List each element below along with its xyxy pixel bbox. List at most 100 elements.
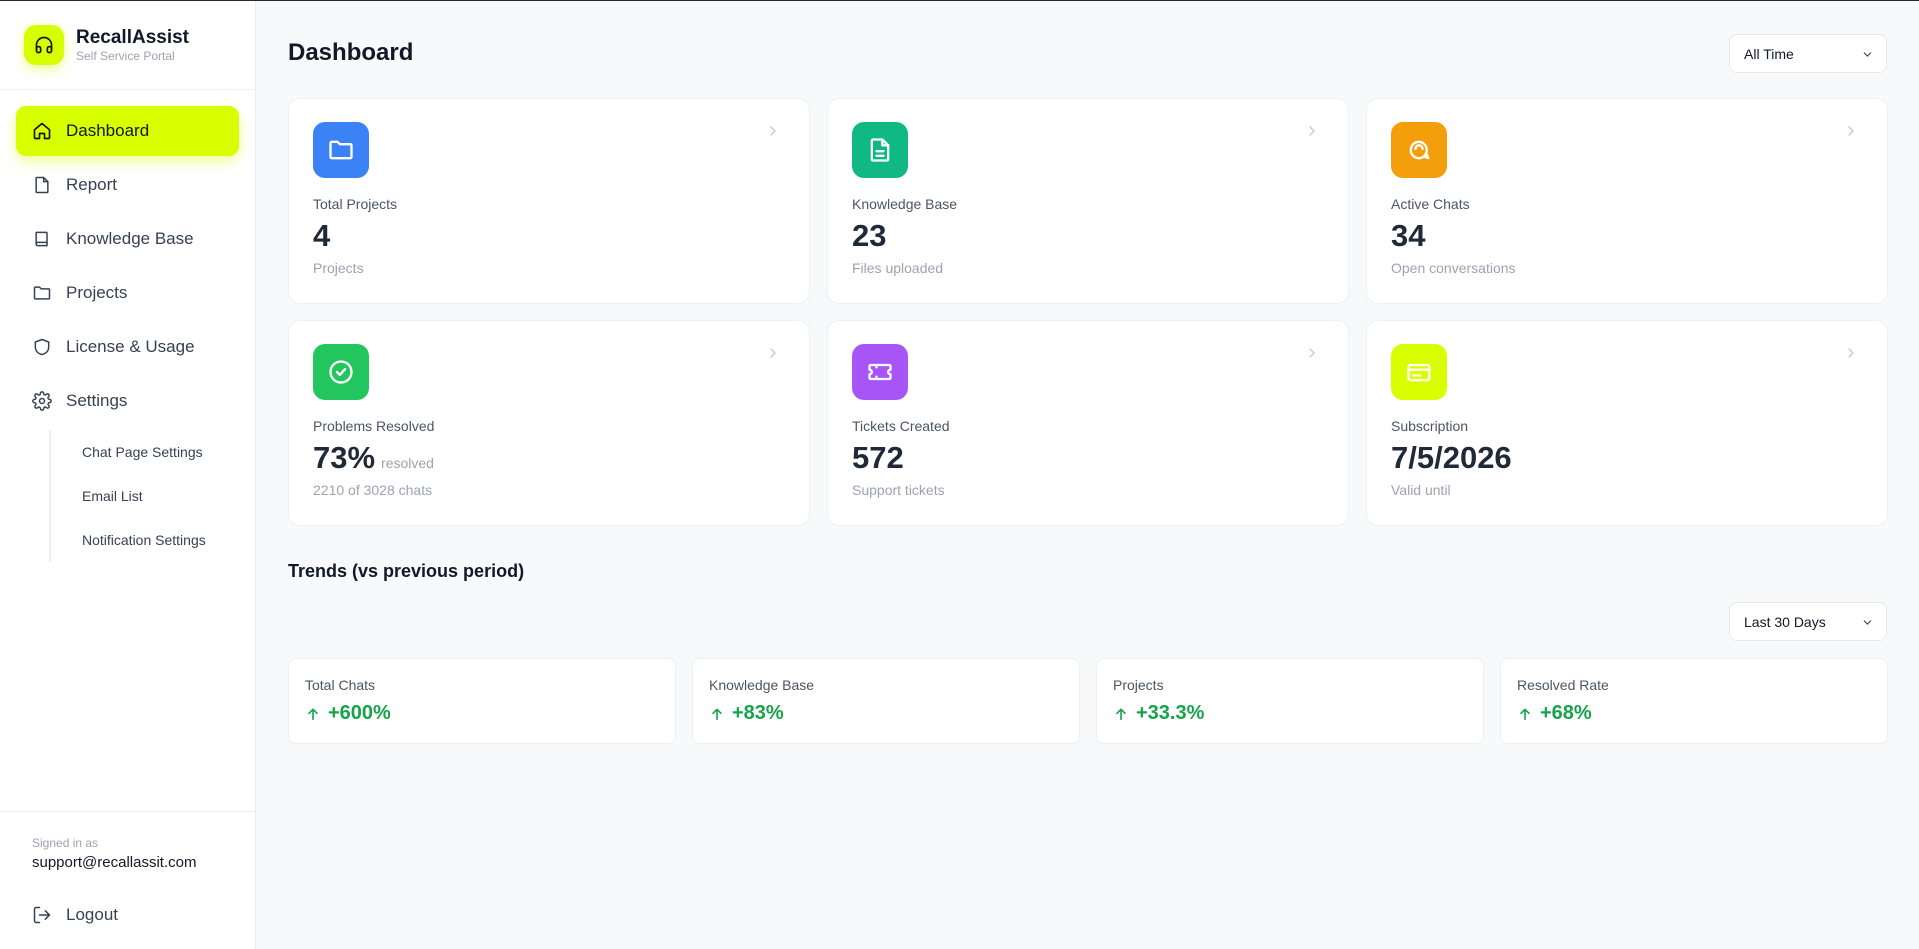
logout-icon [33, 906, 51, 924]
credit-card-icon [1391, 344, 1447, 400]
stat-subtext: Support tickets [852, 482, 945, 498]
sidebar: RecallAssist Self Service Portal Dashboa… [0, 1, 256, 949]
brand[interactable]: RecallAssist Self Service Portal [0, 1, 255, 90]
chat-bubble-icon [1391, 122, 1447, 178]
brand-name: RecallAssist [76, 27, 190, 48]
sidebar-item-license-usage[interactable]: License & Usage [16, 322, 239, 372]
ticket-icon [852, 344, 908, 400]
sidebar-item-knowledge-base[interactable]: Knowledge Base [16, 214, 239, 264]
folder-icon [313, 122, 369, 178]
stat-label: Total Projects [313, 196, 398, 212]
headset-icon [24, 25, 64, 65]
stat-label: Active Chats [1391, 196, 1470, 212]
folder-icon [33, 286, 51, 300]
time-filter-select[interactable]: All Time [1729, 34, 1887, 73]
stat-value-number: 7/5/2026 [1391, 440, 1512, 475]
trend-value-text: +83% [732, 702, 784, 724]
book-icon [35, 231, 48, 247]
logout-button[interactable]: Logout [32, 905, 255, 925]
chevron-right-icon [1848, 126, 1854, 136]
sidebar-item-label: Knowledge Base [66, 229, 194, 248]
stat-card-total-projects[interactable]: Total Projects 4 Projects [288, 98, 810, 304]
stat-value: 73% resolved [313, 440, 434, 476]
sidebar-footer: Signed in as support@recallassit.com Log… [0, 811, 255, 949]
subnav-item-notification-settings[interactable]: Notification Settings [82, 532, 206, 548]
stat-value-number: 572 [852, 440, 904, 475]
sidebar-item-projects[interactable]: Projects [16, 268, 239, 318]
document-icon [852, 122, 908, 178]
stat-subtext: Valid until [1391, 482, 1451, 498]
stat-value-number: 34 [1391, 218, 1426, 253]
sidebar-item-dashboard[interactable]: Dashboard [16, 106, 239, 156]
stat-card-problems-resolved[interactable]: Problems Resolved 73% resolved 2210 of 3… [288, 320, 810, 526]
chevron-right-icon [1848, 348, 1854, 358]
sidebar-item-label: Settings [66, 391, 128, 410]
trends-title: Trends (vs previous period) [288, 561, 525, 581]
arrow-up-icon [1520, 708, 1530, 720]
trend-label: Total Chats [305, 677, 376, 693]
trend-value: +68% [1517, 702, 1592, 725]
signed-in-email: support@recallassit.com [32, 854, 197, 871]
stat-value: 572 [852, 440, 904, 476]
gear-icon [32, 391, 52, 411]
stat-value-number: 4 [313, 218, 331, 253]
stat-subtext: Files uploaded [852, 260, 944, 276]
trend-value: +600% [305, 702, 391, 725]
stat-subtext: 2210 of 3028 chats [313, 482, 433, 498]
trend-label: Knowledge Base [709, 677, 815, 693]
trend-value: +83% [709, 702, 784, 725]
arrow-up-icon [308, 708, 318, 720]
chevron-right-icon [770, 348, 776, 358]
trend-card-resolved-rate: Resolved Rate +68% [1500, 658, 1888, 744]
stat-value-number: 23 [852, 218, 887, 253]
arrow-up-icon [712, 708, 722, 720]
trend-value-text: +68% [1540, 702, 1592, 724]
trend-value: +33.3% [1113, 702, 1204, 725]
stat-subtext: Open conversations [1391, 260, 1516, 276]
stat-value: 4 [313, 218, 330, 254]
stat-value-suffix: resolved [381, 455, 434, 471]
stat-value: 34 [1391, 218, 1425, 254]
settings-subnav: Chat Page Settings Email List Notificati… [49, 430, 239, 562]
trend-card-projects: Projects +33.3% [1096, 658, 1484, 744]
main-content: Dashboard All Time Total Projects 4 Proj… [288, 1, 1888, 949]
subnav-item-email-list[interactable]: Email List [82, 488, 143, 504]
range-filter-select[interactable]: Last 30 Days [1729, 602, 1887, 641]
stat-card-subscription[interactable]: Subscription 7/5/2026 Valid until [1366, 320, 1888, 526]
time-filter-value: All Time [1744, 45, 1794, 62]
check-circle-icon [313, 344, 369, 400]
home-icon [33, 122, 51, 140]
trend-label: Resolved Rate [1517, 677, 1609, 693]
stat-value: 7/5/2026 [1391, 440, 1512, 476]
stat-value: 23 [852, 218, 886, 254]
sidebar-item-settings[interactable]: Settings [16, 376, 239, 426]
sidebar-item-label: Projects [66, 283, 128, 302]
page-title: Dashboard [288, 39, 414, 66]
chevron-down-icon [1863, 52, 1872, 57]
trend-label: Projects [1113, 677, 1164, 693]
sidebar-item-label: License & Usage [66, 337, 195, 356]
stat-value-number: 73% [313, 440, 376, 475]
stat-label: Tickets Created [852, 418, 950, 434]
subnav-item-chat-page-settings[interactable]: Chat Page Settings [82, 444, 203, 460]
trend-card-knowledge-base: Knowledge Base +83% [692, 658, 1080, 744]
chevron-down-icon [1863, 620, 1872, 625]
stat-card-knowledge-base[interactable]: Knowledge Base 23 Files uploaded [827, 98, 1349, 304]
logout-label: Logout [66, 905, 118, 924]
sidebar-item-label: Report [66, 175, 118, 194]
sidebar-item-report[interactable]: Report [16, 160, 239, 210]
signed-in-label: Signed in as [32, 836, 99, 850]
trend-value-text: +33.3% [1136, 702, 1205, 724]
stat-card-tickets-created[interactable]: Tickets Created 572 Support tickets [827, 320, 1349, 526]
arrow-up-icon [1116, 708, 1126, 720]
stat-subtext: Projects [313, 260, 364, 276]
file-icon [35, 176, 49, 194]
chevron-right-icon [770, 126, 776, 136]
chevron-right-icon [1309, 126, 1315, 136]
shield-icon [34, 338, 50, 356]
chevron-right-icon [1309, 348, 1315, 358]
stat-label: Subscription [1391, 418, 1469, 434]
stat-card-active-chats[interactable]: Active Chats 34 Open conversations [1366, 98, 1888, 304]
sidebar-nav: Dashboard Report Knowledge Base Projects… [0, 90, 255, 562]
brand-subtitle: Self Service Portal [76, 49, 175, 63]
